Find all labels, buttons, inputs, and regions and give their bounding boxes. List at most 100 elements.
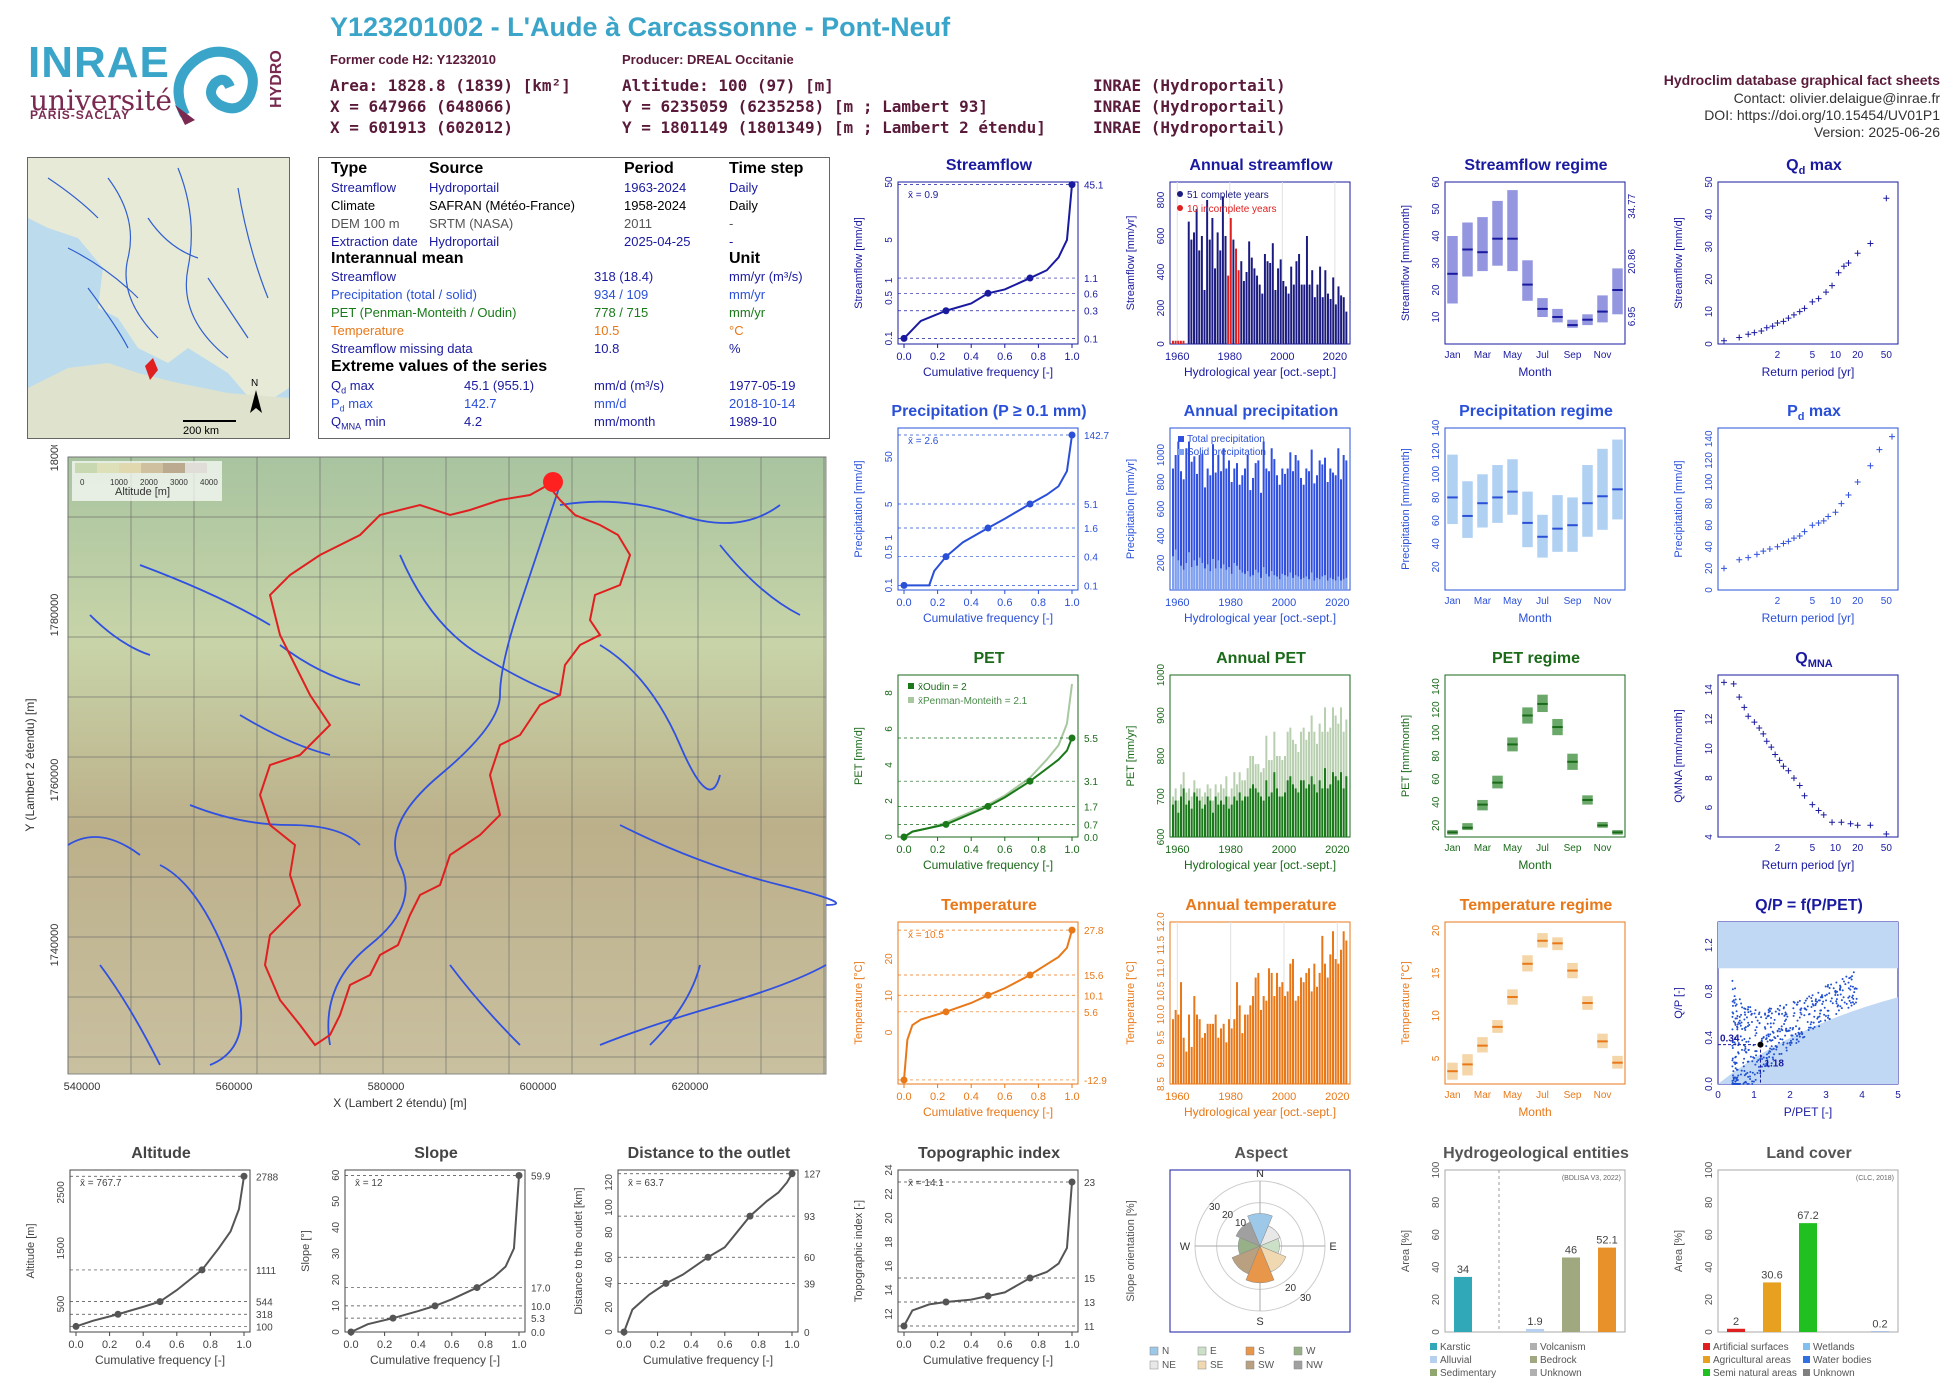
point <box>1764 1027 1767 1030</box>
legend-entry: x̄Penman-Monteith = 2.1 <box>918 696 1028 707</box>
x-tick: 0.0 <box>896 844 911 856</box>
bar <box>1763 1282 1781 1332</box>
right-tick: 127 <box>804 1170 821 1181</box>
point <box>1741 1006 1744 1009</box>
bar <box>1292 284 1295 344</box>
legend-entry: S <box>1258 1346 1265 1357</box>
point <box>1834 990 1837 993</box>
point <box>1831 1002 1834 1005</box>
bar <box>1332 931 1334 1084</box>
y-tick: 60 <box>331 1169 342 1181</box>
y-lambert93: Y = 6235059 (6235258) [m ; Lambert 93] <box>622 97 989 116</box>
y-tick: 0 <box>1431 1329 1442 1335</box>
box <box>1507 459 1518 515</box>
bar-penman <box>1318 723 1321 837</box>
bar-total <box>1196 473 1198 590</box>
x-tick: 1980 <box>1218 351 1242 363</box>
x-tick: 1.0 <box>511 1339 526 1351</box>
point <box>1820 517 1827 524</box>
x-tick: 0.6 <box>444 1339 459 1351</box>
point <box>1734 1080 1737 1083</box>
bar-oudin <box>1265 780 1268 837</box>
map-ytick: 1740000 <box>49 924 61 967</box>
bar-oudin <box>1246 796 1249 837</box>
bar <box>1200 236 1203 344</box>
x-tick: 1.0 <box>1064 1091 1079 1103</box>
bar-oudin <box>1300 780 1302 837</box>
y-tick: 40 <box>1704 208 1715 220</box>
map-ytick: 1780000 <box>49 594 61 637</box>
chart-title: Qd max <box>1786 157 1842 177</box>
right-tick: 0.1 <box>1084 581 1098 592</box>
bar-solid <box>1284 575 1286 590</box>
bar-total <box>1225 468 1228 590</box>
point <box>1744 1051 1747 1054</box>
right-tick: 34.77 <box>1627 193 1638 218</box>
point <box>1746 1083 1749 1085</box>
series-line <box>350 1175 520 1333</box>
x-tick: 2 <box>1787 1090 1793 1101</box>
x-tick: 1.0 <box>1064 597 1079 609</box>
quantile-point <box>431 1302 439 1310</box>
point <box>1744 1029 1747 1032</box>
bar-oudin <box>1188 800 1190 837</box>
point <box>1772 1047 1775 1050</box>
mean-cell: 10.5 <box>594 323 620 338</box>
point <box>1731 1065 1734 1068</box>
x-tick: 0.8 <box>203 1339 218 1351</box>
right-tick: 5.6 <box>1084 1008 1098 1019</box>
bar-solid <box>1238 569 1241 590</box>
bar <box>1257 972 1260 1084</box>
legend-entry: Water bodies <box>1813 1355 1872 1366</box>
point <box>1769 1022 1772 1025</box>
y-tick: 20 <box>1704 1294 1715 1306</box>
point <box>1823 1013 1826 1016</box>
point <box>1782 1043 1785 1046</box>
bar <box>1206 1023 1209 1084</box>
basin-boundary <box>258 483 632 1047</box>
info-cell: Daily <box>729 180 758 195</box>
chart-land_cover: Land cover 2 30.6 67.2 0.2 0 20 40 60 80 100 (CLC, … <box>1668 1140 1940 1380</box>
point <box>1814 998 1817 1001</box>
point <box>1804 1007 1807 1010</box>
point <box>1808 995 1811 998</box>
quantile-point <box>704 1253 712 1261</box>
bar-solid <box>1300 579 1302 590</box>
point <box>1733 1041 1736 1044</box>
bar-total <box>1294 455 1297 590</box>
bar-label: 67.2 <box>1797 1210 1818 1222</box>
point <box>1743 1074 1746 1077</box>
point <box>1733 995 1736 998</box>
point <box>1739 1073 1742 1076</box>
quantile-point <box>788 1170 796 1178</box>
point <box>1824 994 1827 997</box>
point <box>1731 1044 1734 1047</box>
bar <box>1214 1014 1217 1084</box>
point <box>1826 1016 1829 1019</box>
point <box>1736 1028 1739 1031</box>
x-tick: Sep <box>1564 843 1582 854</box>
y-tick: 600 <box>1156 500 1167 517</box>
bar-solid <box>1214 568 1217 590</box>
universite-logo: université <box>30 84 172 117</box>
bar-oudin <box>1254 788 1257 837</box>
y-tick: 0.4 <box>1704 1030 1715 1044</box>
x-tick: 0.2 <box>650 1339 665 1351</box>
y-tick: 0.1 <box>884 578 895 592</box>
quantile-point <box>1068 1178 1076 1186</box>
rose-sector <box>1245 1245 1275 1284</box>
point <box>1751 1071 1754 1074</box>
point <box>1800 1013 1803 1016</box>
bar-total <box>1297 460 1300 590</box>
y-tick: 10.5 <box>1156 981 1167 1001</box>
y-tick: 60 <box>604 1251 615 1263</box>
bar-total <box>1281 468 1284 590</box>
y-tick: 50 <box>1704 176 1715 188</box>
x-tick: 0.2 <box>930 844 945 856</box>
bar <box>1227 275 1230 344</box>
bar-total <box>1273 459 1276 590</box>
point <box>1854 1001 1857 1004</box>
right-tick: 11 <box>1084 1322 1095 1333</box>
bar-total <box>1334 475 1337 590</box>
chart-qp_ppet: Q/P = f(P/PET) 0.34 1.18 0 1 2 3 4 5 0.0 0.4 0.8 1.2… <box>1668 892 1940 1132</box>
